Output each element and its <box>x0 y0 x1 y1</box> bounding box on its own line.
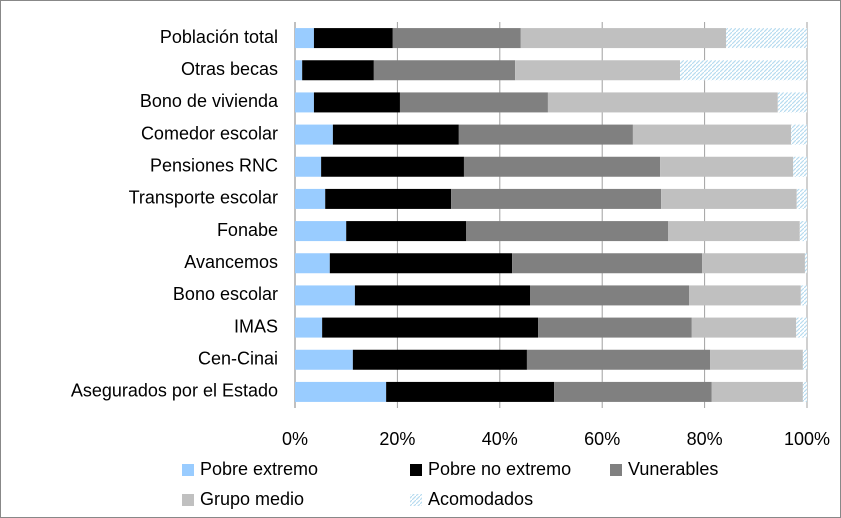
bar-segment <box>802 349 807 370</box>
bar-segment <box>295 285 355 306</box>
x-tick-label: 20% <box>379 429 415 449</box>
bar-segment <box>313 28 393 49</box>
bar-segment <box>373 60 516 81</box>
bar-segment <box>547 92 778 113</box>
bar-segment <box>777 92 807 113</box>
y-tick-label: Población total <box>160 27 278 47</box>
bar-segment <box>661 188 797 209</box>
legend-label: Acomodados <box>428 489 533 509</box>
y-tick-label: IMAS <box>234 316 278 336</box>
legend-swatch <box>182 494 194 506</box>
x-tick-label: 100% <box>784 429 830 449</box>
bar-segment <box>515 60 681 81</box>
bar-segment <box>793 156 807 177</box>
bar-segment <box>804 253 807 274</box>
bar-segment <box>322 317 539 338</box>
legend-label: Grupo medio <box>200 489 304 509</box>
y-tick-label: Otras becas <box>181 59 278 79</box>
bar-segment <box>295 381 387 402</box>
bar-segment <box>346 221 467 242</box>
bar-segment <box>392 28 521 49</box>
bar-segment <box>295 124 333 145</box>
y-tick-label: Transporte escolar <box>129 188 278 208</box>
legend-label: Pobre no extremo <box>428 459 571 479</box>
bar-segment <box>538 317 692 338</box>
y-tick-label: Cen-Cinai <box>198 349 278 369</box>
bar-segment <box>354 285 531 306</box>
bar-segment <box>352 349 527 370</box>
bar-segment <box>520 28 727 49</box>
x-tick-label: 0% <box>282 429 308 449</box>
y-tick-label: Comedor escolar <box>141 123 278 143</box>
bar-segment <box>632 124 792 145</box>
bar-segment <box>329 253 513 274</box>
y-tick-label: Bono escolar <box>173 284 278 304</box>
y-tick-label: Bono de vivienda <box>140 91 279 111</box>
bar-segment <box>295 28 314 49</box>
bar-segment <box>313 92 400 113</box>
bar-segment <box>802 381 807 402</box>
bar-segment <box>295 60 303 81</box>
bar-segment <box>325 188 452 209</box>
bar-segment <box>710 349 803 370</box>
bar-segment <box>791 124 807 145</box>
bar-segment <box>512 253 703 274</box>
legend-swatch <box>610 464 622 476</box>
legend-label: Pobre extremo <box>200 459 318 479</box>
bar-segment <box>680 60 807 81</box>
bar-segment <box>295 221 347 242</box>
y-tick-label: Avancemos <box>184 252 278 272</box>
bar-segment <box>295 156 322 177</box>
bar-segment <box>554 381 712 402</box>
y-tick-label: Asegurados por el Estado <box>71 381 278 401</box>
bar-segment <box>332 124 459 145</box>
y-tick-label: Fonabe <box>217 220 278 240</box>
bar-segment <box>689 285 801 306</box>
bar-segment <box>321 156 464 177</box>
bar-segment <box>295 92 314 113</box>
bar-segment <box>726 28 807 49</box>
x-tick-label: 80% <box>687 429 723 449</box>
bar-segment <box>800 285 807 306</box>
bar-segment <box>799 221 807 242</box>
bar-segment <box>302 60 374 81</box>
bar-segment <box>458 124 633 145</box>
bar-segment <box>451 188 662 209</box>
bar-segment <box>399 92 548 113</box>
bar-segment <box>466 221 669 242</box>
legend-swatch <box>182 464 194 476</box>
bar-segment <box>796 317 807 338</box>
bar-segment <box>691 317 797 338</box>
bar-segment <box>295 349 353 370</box>
bar-segment <box>660 156 794 177</box>
bar-segment <box>386 381 555 402</box>
bar-segment <box>711 381 803 402</box>
y-tick-label: Pensiones RNC <box>150 156 278 176</box>
bar-segment <box>295 253 330 274</box>
bar-segment <box>295 317 323 338</box>
bar-segment <box>463 156 661 177</box>
x-tick-label: 60% <box>584 429 620 449</box>
legend-swatch <box>410 494 422 506</box>
bar-segment <box>668 221 800 242</box>
x-tick-label: 40% <box>482 429 518 449</box>
bar-segment <box>526 349 711 370</box>
bar-segment <box>702 253 805 274</box>
legend-swatch <box>410 464 422 476</box>
bar-segment <box>295 188 326 209</box>
legend-label: Vunerables <box>628 459 718 479</box>
bar-segment <box>796 188 807 209</box>
bar-segment <box>530 285 690 306</box>
